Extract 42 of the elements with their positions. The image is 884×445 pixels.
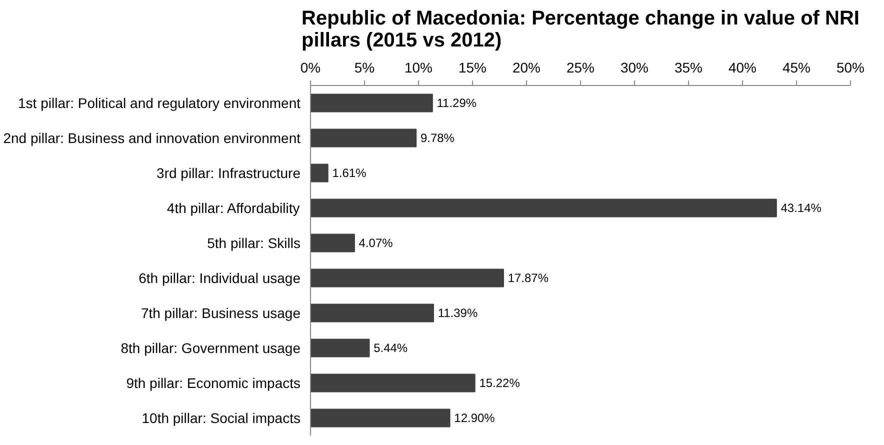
y-tick-label: 5th pillar: Skills <box>207 235 301 251</box>
bar <box>310 128 417 148</box>
y-tick-label: 9th pillar: Economic impacts <box>126 375 301 391</box>
data-label: 43.14% <box>780 201 822 215</box>
bar <box>310 94 433 112</box>
x-tick-label: 50% <box>836 60 865 76</box>
x-tick-label: 10% <box>404 60 433 76</box>
x-tick-label: 0% <box>300 60 321 76</box>
bar <box>310 304 434 322</box>
x-tick-label: 40% <box>728 60 757 76</box>
bar <box>310 268 504 288</box>
data-label: 11.39% <box>438 306 478 320</box>
y-tick-label: 10th pillar: Social impacts <box>142 410 301 426</box>
data-label: 17.87% <box>508 271 549 285</box>
bar <box>310 164 328 182</box>
x-tick-label: 15% <box>458 60 487 76</box>
y-tick-label: 3rd pillar: Infrastructure <box>156 165 301 181</box>
data-label: 5.44% <box>374 341 408 355</box>
x-tick-label: 45% <box>782 60 811 76</box>
y-tick-label: 2nd pillar: Business and innovation environment <box>3 130 301 146</box>
y-tick-label: 4th pillar: Affordability <box>166 200 300 216</box>
x-tick-label: 20% <box>512 60 541 76</box>
bar <box>310 338 370 358</box>
data-label: 4.07% <box>358 236 394 250</box>
bar <box>310 374 476 392</box>
y-tick-label: 8th pillar: Government usage <box>120 340 301 356</box>
x-tick-label: 35% <box>674 60 703 76</box>
x-tick-label: 30% <box>620 60 649 76</box>
y-tick-label: 1st pillar: Political and regulatory environment <box>18 95 301 111</box>
x-tick-label: 25% <box>566 60 595 76</box>
y-tick-label: 7th pillar: Business usage <box>140 305 301 321</box>
y-tick-label: 6th pillar: Individual usage <box>138 270 301 286</box>
bar <box>310 234 355 252</box>
data-label: 11.29% <box>436 96 477 110</box>
chart-title: Republic of Macedonia: Percentage change in value of NRI pillars (2015 vs 2012) <box>302 8 860 52</box>
data-label: 15.22% <box>479 376 520 390</box>
bar <box>310 408 450 428</box>
x-tick-label: 5% <box>354 60 375 76</box>
data-label: 1.61% <box>332 166 367 180</box>
data-label: 9.78% <box>420 131 455 145</box>
bar <box>310 198 777 218</box>
data-label: 12.90% <box>454 411 496 425</box>
